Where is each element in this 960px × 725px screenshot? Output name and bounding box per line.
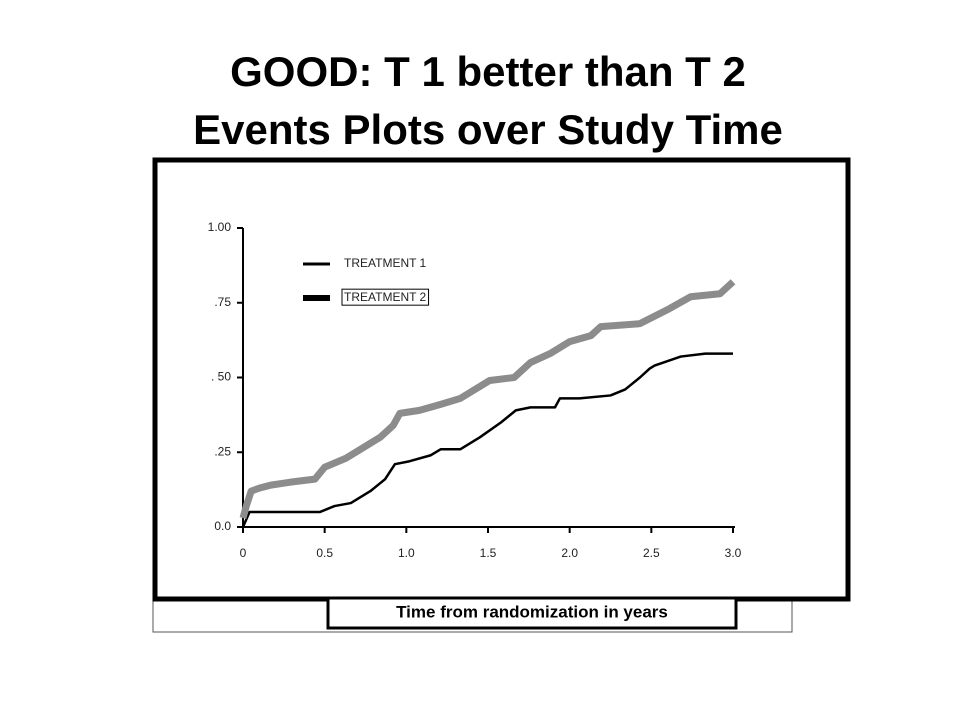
y-tick-label: .25 (214, 444, 231, 458)
series-line (241, 352, 733, 528)
x-tick-label: 2.5 (643, 546, 660, 560)
x-tick-label: 0 (240, 546, 247, 560)
y-tick-label: 1.00 (208, 220, 232, 234)
x-tick-label: 1.5 (480, 546, 497, 560)
x-axis-label: Time from randomization in years (396, 602, 668, 621)
x-tick-label: 1.0 (398, 546, 415, 560)
subtitle: Events Plots over Study Time (193, 106, 783, 153)
x-tick-label: 2.0 (561, 546, 578, 560)
y-tick-label: .75 (214, 295, 231, 309)
legend-box (341, 288, 430, 306)
legend-label: TREATMENT 2 (344, 290, 427, 304)
x-tick-label: 3.0 (725, 546, 742, 560)
y-tick-label: 0.0 (214, 519, 231, 533)
x-label-box (326, 596, 738, 630)
y-tick-label: . 50 (211, 370, 231, 384)
x-tick-label: 0.5 (316, 546, 333, 560)
plot-frame (152, 157, 851, 602)
series-line (239, 279, 736, 519)
title: GOOD: T 1 better than T 2 (230, 48, 746, 95)
legend-label: TREATMENT 1 (344, 256, 427, 270)
